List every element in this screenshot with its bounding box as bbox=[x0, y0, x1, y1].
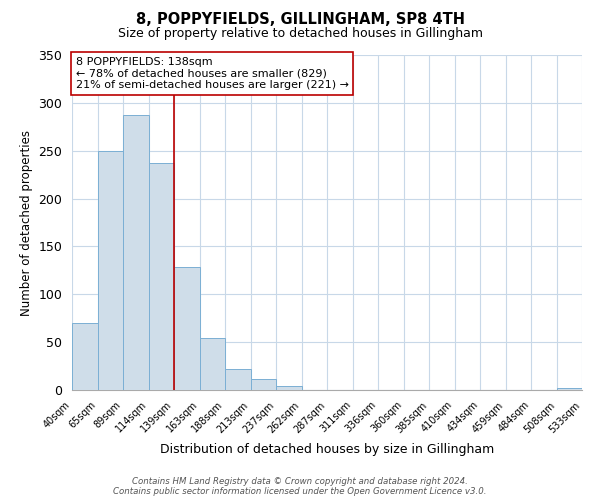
Text: 8 POPPYFIELDS: 138sqm
← 78% of detached houses are smaller (829)
21% of semi-det: 8 POPPYFIELDS: 138sqm ← 78% of detached … bbox=[76, 57, 349, 90]
Bar bbox=[251, 380, 276, 390]
Text: Contains HM Land Registry data © Crown copyright and database right 2024.
Contai: Contains HM Land Registry data © Crown c… bbox=[113, 476, 487, 496]
Y-axis label: Number of detached properties: Number of detached properties bbox=[20, 130, 33, 316]
Text: Size of property relative to detached houses in Gillingham: Size of property relative to detached ho… bbox=[118, 28, 482, 40]
X-axis label: Distribution of detached houses by size in Gillingham: Distribution of detached houses by size … bbox=[160, 443, 494, 456]
Bar bbox=[123, 116, 149, 390]
Bar bbox=[174, 268, 199, 390]
Bar bbox=[199, 338, 225, 390]
Bar bbox=[557, 388, 582, 390]
Text: 8, POPPYFIELDS, GILLINGHAM, SP8 4TH: 8, POPPYFIELDS, GILLINGHAM, SP8 4TH bbox=[136, 12, 464, 28]
Bar bbox=[149, 163, 174, 390]
Bar bbox=[225, 369, 251, 390]
Bar bbox=[72, 323, 97, 390]
Bar bbox=[97, 150, 123, 390]
Bar bbox=[276, 386, 302, 390]
